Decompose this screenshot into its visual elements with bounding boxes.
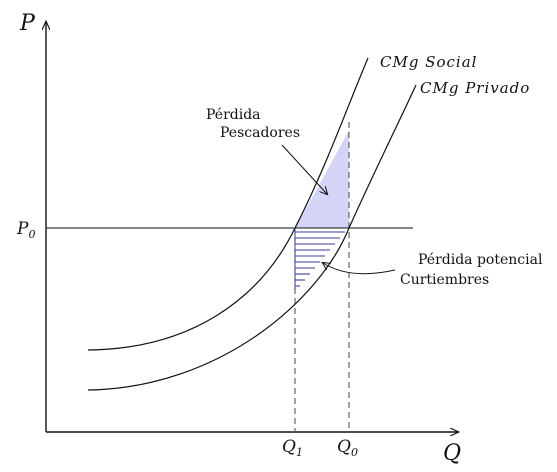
social-cost-curve [87,57,369,351]
q0-label: Q0 [337,437,358,459]
loss-tanneries-hatch [295,231,345,287]
loss-fishers-arrow [281,144,327,194]
loss-tanneries-label: Pérdida potencial Curtiembres [400,252,547,288]
loss-tanneries-arrow [323,263,396,275]
loss-fishers-label: Pérdida Pescadores [206,107,300,141]
private-cost-curve [87,84,417,391]
x-axis-label: Q [443,441,461,466]
private-curve-label: CMg Privado [420,79,530,97]
q1-label: Q1 [282,437,303,459]
loss-fishers-area [295,130,349,228]
social-curve-label: CMg Social [380,53,477,71]
y-axis-label: P [19,11,36,36]
price-label: P0 [16,219,35,241]
